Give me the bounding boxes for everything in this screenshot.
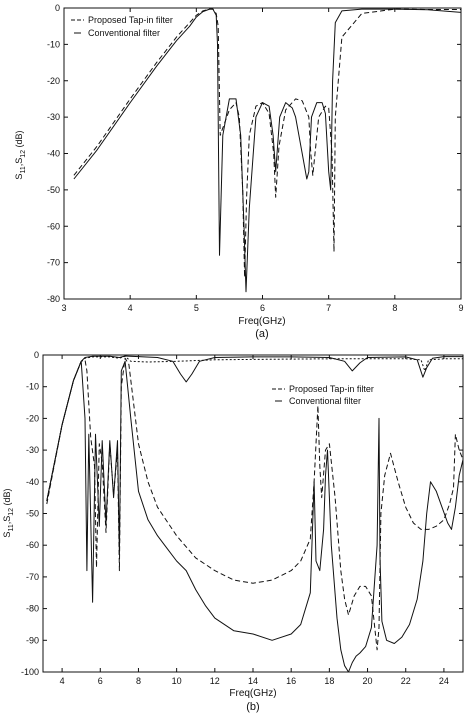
- chart-b-y-tick-label-0: 0: [34, 350, 39, 360]
- chart-b-y-tick-label-9: -90: [26, 635, 39, 645]
- chart-a-series-0-line: [73, 8, 461, 278]
- chart-a-y-tick-label-4: -40: [47, 149, 60, 159]
- chart-b-lines: [46, 355, 464, 673]
- chart-b-x-tick-label-2: 8: [136, 676, 141, 686]
- chart-a-x-tick-label-6: 9: [458, 303, 463, 313]
- chart-a-y-label-sub2: 12: [20, 150, 27, 158]
- chart-b-x-tick-label-8: 20: [363, 676, 373, 686]
- chart-a-x-tick-label-1: 4: [128, 303, 133, 313]
- chart-a-y-label-main: S: [14, 174, 24, 180]
- chart-a-y-tick-label-3: -30: [47, 112, 60, 122]
- chart-b-y-tick-label-1: -10: [26, 382, 39, 392]
- chart-a-legend: Proposed Tap-in filter Conventional filt…: [71, 15, 173, 38]
- chart-b-x-tick-label-6: 16: [286, 676, 296, 686]
- chart-b-legend-label-proposed: Proposed Tap-in filter: [289, 384, 374, 394]
- chart-a-y-tick-label-0: 0: [55, 3, 60, 13]
- chart-b-series-0-line: [46, 357, 464, 651]
- chart-a-legend-label-conventional: Conventional filter: [88, 28, 160, 38]
- chart-b-x-tick-label-10: 24: [439, 676, 449, 686]
- chart-a-x-tick-label-0: 3: [61, 303, 66, 313]
- chart-a: 3 4 5 6 7 8 9 0 -10 -20 -30 -40 -50 -60 -70 -80 Propose…: [14, 3, 464, 340]
- chart-b-x-tick-label-3: 10: [172, 676, 182, 686]
- chart-a-y-tick-label-1: -10: [47, 39, 60, 49]
- chart-b-legend: Proposed Tap-in filter Conventional filt…: [272, 384, 374, 406]
- chart-b-y-label-sub2: 12: [8, 508, 15, 516]
- chart-b-x-tick-label-0: 4: [60, 676, 65, 686]
- chart-b-y-tick-label-7: -70: [26, 572, 39, 582]
- chart-a-y-tick-label-2: -20: [47, 76, 60, 86]
- chart-a-plot-area: [63, 7, 462, 300]
- chart-b-y-tick-label-2: -20: [26, 413, 39, 423]
- chart-a-y-tick-label-5: -50: [47, 185, 60, 195]
- chart-a-x-axis-label: Freq(GHz): [238, 316, 285, 327]
- chart-b-x-tick-label-1: 6: [98, 676, 103, 686]
- chart-a-legend-label-proposed: Proposed Tap-in filter: [88, 15, 173, 25]
- chart-b-series-1-line: [46, 360, 464, 673]
- chart-b-y-tick-label-8: -80: [26, 604, 39, 614]
- chart-a-x-tick-label-4: 7: [326, 303, 331, 313]
- chart-b-x-tick-label-5: 14: [248, 676, 258, 686]
- chart-a-x-tick-label-2: 5: [194, 303, 199, 313]
- chart-b-series-3-line: [46, 355, 463, 501]
- chart-b-caption: (b): [246, 701, 259, 713]
- chart-b-x-axis-label: Freq(GHz): [229, 688, 276, 699]
- chart-b-x-tick-label-7: 18: [324, 676, 334, 686]
- chart-b-y-axis-label: S11,S12 (dB): [2, 488, 15, 537]
- chart-b-y-label-main: S: [2, 532, 12, 538]
- chart-b-legend-label-conventional: Conventional filter: [289, 396, 361, 406]
- chart-b-x-tick-label-9: 22: [401, 676, 411, 686]
- chart-b-y-tick-label-3: -30: [26, 445, 39, 455]
- chart-a-lines: [73, 8, 462, 293]
- chart-a-y-tick-label-8: -80: [47, 294, 60, 304]
- chart-a-series-1-line: [73, 8, 462, 293]
- chart-b-x-tick-label-4: 12: [210, 676, 220, 686]
- chart-a-y-tick-label-7: -70: [47, 258, 60, 268]
- chart-a-y-label-unit: (dB): [14, 130, 24, 150]
- chart-a-y-label-sub1: 11: [20, 166, 27, 173]
- chart-a-y-axis-label: S11,S12 (dB): [14, 130, 27, 179]
- chart-b-y-label-unit: (dB): [2, 488, 12, 508]
- chart-a-y-tick-label-6: -60: [47, 221, 60, 231]
- chart-a-x-tick-label-5: 8: [392, 303, 397, 313]
- chart-b-y-tick-label-5: -50: [26, 509, 39, 519]
- chart-a-y-label-sep: ,S: [14, 158, 24, 167]
- chart-a-ticks: 3 4 5 6 7 8 9 0 -10 -20 -30 -40 -50 -60 -70 -80: [47, 3, 464, 313]
- chart-a-x-tick-label-3: 6: [260, 303, 265, 313]
- chart-b: 4 6 8 10 12 14 16 18 20 22 24 0 -10 -20 -30 -40 -50 -60 -7…: [2, 350, 464, 713]
- chart-b-y-tick-label-10: -100: [21, 667, 39, 677]
- chart-b-y-label-sep: ,S: [2, 516, 12, 525]
- chart-b-y-label-sub1: 11: [8, 524, 15, 531]
- chart-a-caption: (a): [255, 328, 268, 340]
- chart-b-y-tick-label-4: -40: [26, 477, 39, 487]
- chart-b-y-tick-label-6: -60: [26, 540, 39, 550]
- chart-b-ticks: 4 6 8 10 12 14 16 18 20 22 24 0 -10 -20 -30 -40 -50 -60 -7…: [21, 350, 463, 686]
